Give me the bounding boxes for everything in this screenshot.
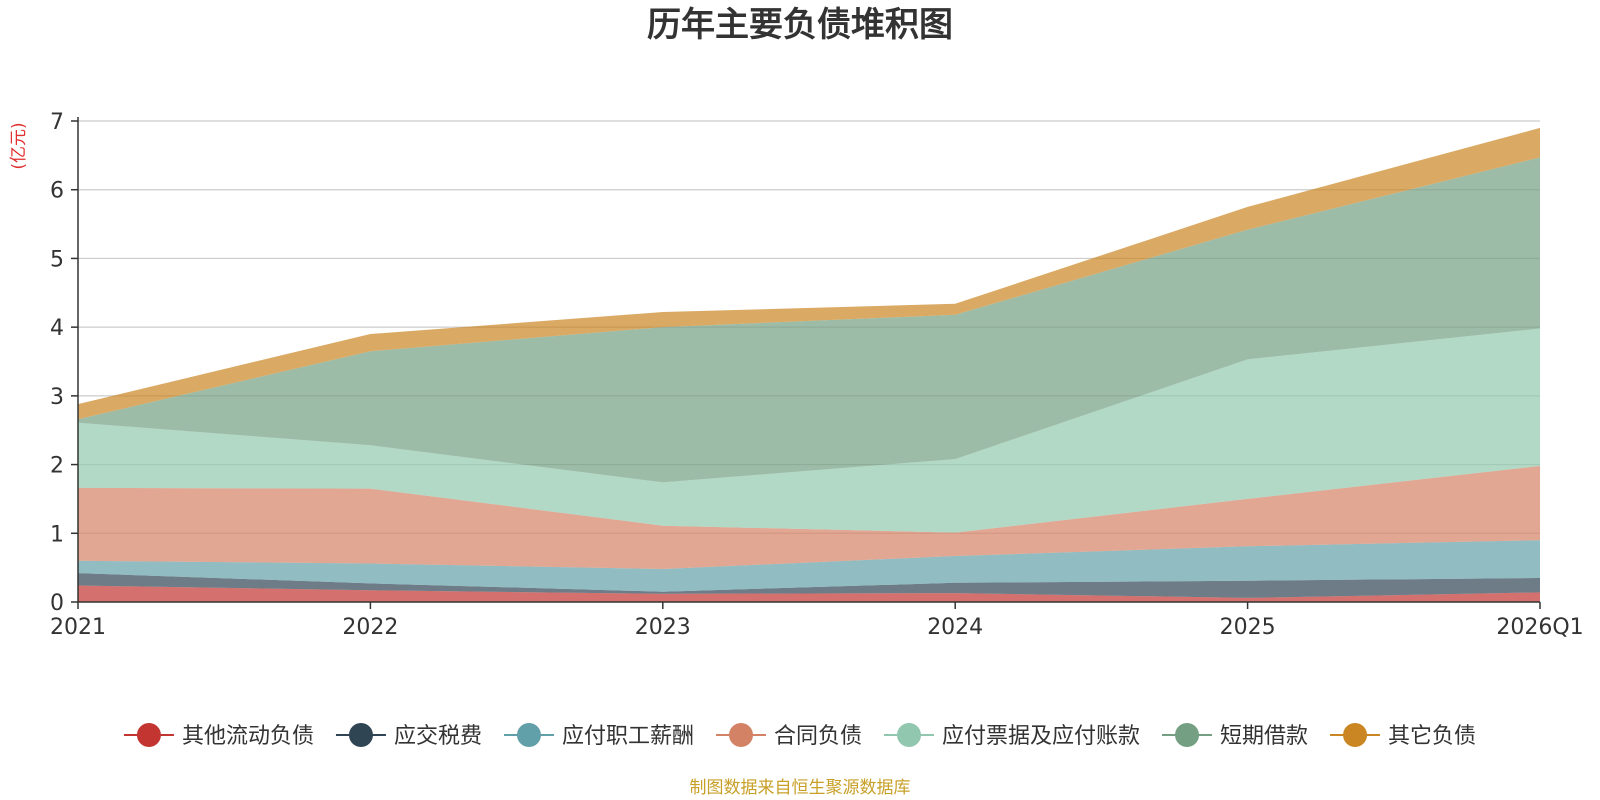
area-series-4 xyxy=(78,328,1540,533)
x-tick-label: 2023 xyxy=(635,615,691,640)
chart-title: 历年主要负债堆积图 xyxy=(647,5,953,45)
y-tick-label: 2 xyxy=(50,454,64,479)
y-tick-label: 0 xyxy=(50,591,64,616)
legend-marker-circle xyxy=(516,723,541,747)
legend-item-2: 应付职工薪酬 xyxy=(503,723,694,749)
y-tick-label: 4 xyxy=(50,316,64,341)
legend-label: 其它负债 xyxy=(1388,724,1476,749)
legend-item-5: 短期借款 xyxy=(1162,723,1308,749)
y-tick-label: 3 xyxy=(50,385,64,410)
legend-marker-circle xyxy=(1343,723,1368,747)
y-tick-label: 6 xyxy=(50,179,64,204)
legend-item-6: 其它负债 xyxy=(1330,723,1476,749)
source-note: 制图数据来自恒生聚源数据库 xyxy=(690,778,911,798)
x-tick-label: 2021 xyxy=(50,615,106,640)
legend-label: 应付职工薪酬 xyxy=(562,724,694,749)
area-layer xyxy=(78,127,1540,602)
legend-marker-circle xyxy=(136,723,161,747)
axis-layer: 0 1 2 3 4 5 6 7 2021 2022 2023 2024 2025 2026Q1 xyxy=(50,110,1584,640)
area-series-1 xyxy=(78,573,1540,598)
legend-label: 应付票据及应付账款 xyxy=(942,724,1140,749)
legend-item-0: 其他流动负债 xyxy=(123,723,314,749)
area-series-0 xyxy=(78,585,1540,602)
y-tick-label: 5 xyxy=(50,247,64,272)
legend-item-1: 应交税费 xyxy=(335,723,482,749)
area-series-5 xyxy=(78,157,1540,483)
legend-item-4: 应付票据及应付账款 xyxy=(884,723,1140,749)
y-tick-label: 7 xyxy=(50,110,64,135)
legend-marker-circle xyxy=(728,723,753,747)
area-series-2 xyxy=(78,540,1540,592)
legend-marker-circle xyxy=(1175,723,1200,747)
legend-item-3: 合同负债 xyxy=(715,723,862,749)
legend-label: 短期借款 xyxy=(1220,724,1308,749)
x-tick-label: 2024 xyxy=(927,615,983,640)
x-tick-label: 2026Q1 xyxy=(1496,615,1583,640)
x-tick-label: 2022 xyxy=(342,615,398,640)
area-series-3 xyxy=(78,465,1540,569)
x-tick-label: 2025 xyxy=(1220,615,1276,640)
legend-label: 其他流动负债 xyxy=(182,724,314,749)
legend-label: 合同负债 xyxy=(774,724,862,749)
y-tick-label: 1 xyxy=(50,522,64,547)
legend-label: 应交税费 xyxy=(394,724,482,749)
legend-marker-circle xyxy=(897,723,922,747)
legend-marker-circle xyxy=(348,723,373,747)
y-unit-label: (亿元) xyxy=(9,122,29,169)
legend: 其他流动负债 应交税费 应付职工薪酬 合同负债 应付票据及应付账款 短期借款 其它负债 xyxy=(123,723,1476,749)
